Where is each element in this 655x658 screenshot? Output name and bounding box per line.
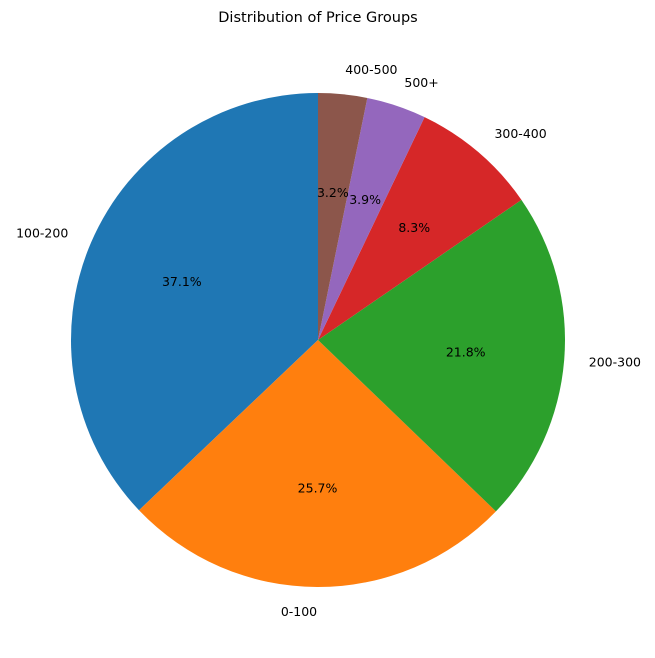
pie-slice-0-100 [139, 340, 496, 587]
pie-slice-100-200 [70, 93, 318, 511]
pie-slice-200-300 [318, 199, 565, 512]
pct-label-0-100: 25.7% [298, 481, 338, 496]
pct-label-400-500: 3.2% [317, 185, 349, 200]
percentage-labels: 37.1% 25.7% 21.8% 8.3% 3.9%3.2% [162, 185, 486, 496]
chart-title: Distribution of Price Groups [218, 10, 417, 26]
category-label-200-300: 200-300 [589, 355, 641, 370]
category-label-400-500: 400-500 [345, 62, 397, 77]
pct-label-200-300: 21.8% [446, 345, 486, 360]
pie-slice-300-400 [318, 117, 522, 340]
pct-label-500plus: 3.9% [349, 192, 381, 207]
pie-slices [70, 93, 565, 587]
category-label-100-200: 100-200 [16, 225, 68, 240]
category-labels: 100-200 0-100 200-300 300-400 500+ 400-500 [16, 62, 641, 619]
pct-label-300-400: 8.3% [398, 220, 430, 235]
pie-slice-400-500 [318, 93, 368, 340]
category-label-300-400: 300-400 [494, 126, 546, 141]
pie-slice-500plus [318, 97, 425, 340]
category-label-0-100: 0-100 [281, 604, 317, 619]
pct-label-100-200: 37.1% [162, 274, 202, 289]
category-label-500plus: 500+ [404, 75, 438, 90]
